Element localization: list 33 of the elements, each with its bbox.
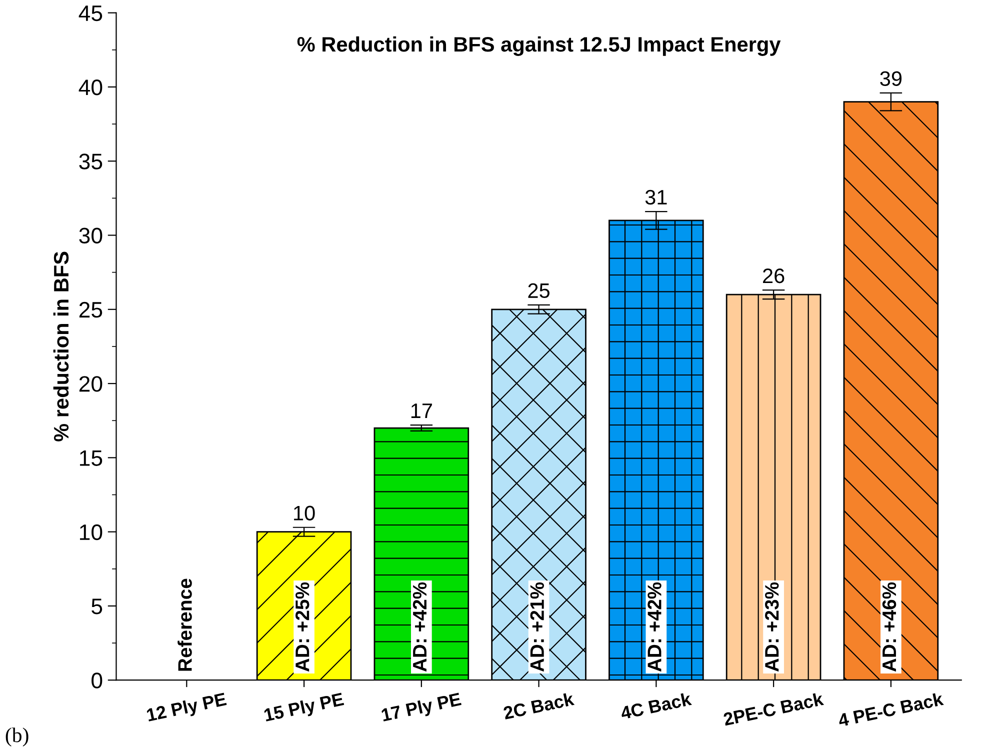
data-label: 17 [411, 404, 432, 418]
x-tick-label: 4C Back [620, 692, 692, 720]
y-axis-title: % reduction in BFS [53, 252, 69, 442]
x-tick-label: 4 PE-C Back [837, 692, 944, 727]
annotation: Reference [178, 578, 192, 671]
y-tick-label: 15 [80, 450, 102, 466]
x-tick-label: 17 Ply PE [381, 692, 462, 726]
annotation: AD: +46% [882, 582, 896, 672]
x-tick-label: 2PE-C Back [722, 692, 824, 726]
data-label: 39 [880, 71, 902, 86]
data-label: 26 [763, 268, 784, 284]
x-tick-label: 15 Ply PE [264, 692, 345, 726]
annotation: AD: +23% [765, 582, 779, 672]
annotation: AD: +25% [295, 582, 310, 672]
data-label: 31 [645, 190, 667, 205]
y-tick-label: 40 [78, 79, 102, 96]
y-tick-label: 10 [80, 524, 102, 540]
annotation: AD: +42% [412, 582, 427, 672]
y-tick-label: 45 [78, 6, 102, 22]
y-tick-label: 5 [92, 598, 102, 614]
y-tick-label: 30 [79, 228, 102, 244]
y-tick-label: 35 [79, 154, 102, 170]
text: (b) [6, 728, 28, 746]
x-tick-label: 12 Ply PE [146, 692, 228, 726]
annotation: AD: +21% [530, 582, 544, 672]
y-tick-label: 25 [79, 302, 102, 318]
annotation: AD: +42% [648, 582, 662, 672]
data-label: 25 [528, 283, 550, 298]
y-tick-label: 0 [92, 672, 102, 688]
text: % Reduction in BFS against 12.5J Impact Energy [297, 36, 781, 56]
data-label: 10 [294, 506, 315, 520]
y-tick-label: 20 [79, 376, 102, 392]
x-tick-label: 2C Back [502, 692, 575, 720]
